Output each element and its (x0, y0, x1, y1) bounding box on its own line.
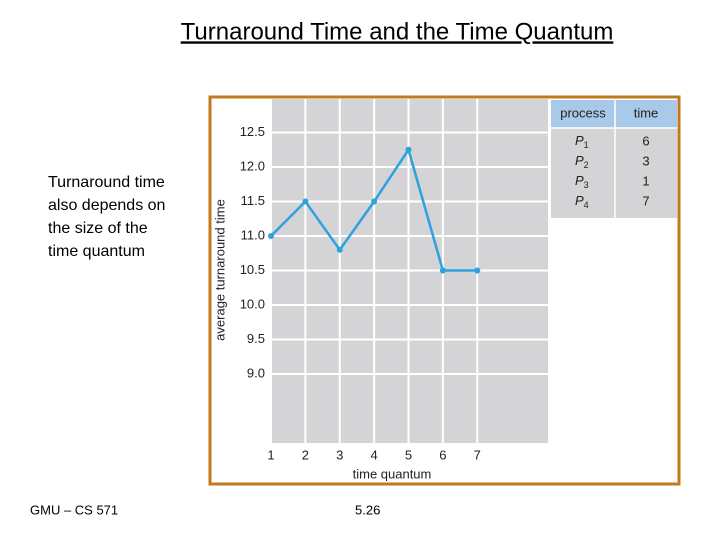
data-point (474, 267, 481, 274)
process-name: P1 (575, 133, 589, 150)
body-line: time quantum (48, 243, 145, 260)
process-time: 1 (642, 173, 649, 188)
body-line: the size of the (48, 220, 148, 237)
process-letter: P (575, 193, 584, 208)
x-tick-label: 7 (474, 447, 481, 462)
x-tick-label: 2 (302, 447, 309, 462)
x-tick-label: 3 (336, 447, 343, 462)
process-name: P4 (575, 193, 589, 210)
y-tick-label: 9.5 (247, 331, 265, 346)
body-line: also depends on (48, 197, 165, 214)
data-point (302, 198, 309, 205)
data-point (405, 146, 412, 153)
y-tick-label: 12.5 (240, 124, 265, 139)
y-tick-label: 10.5 (240, 262, 265, 277)
table-header: time (634, 105, 659, 120)
process-letter: P (575, 133, 584, 148)
y-axis-label: average turnaround time (212, 199, 227, 341)
body-text: Turnaround time also depends on the size o… (48, 174, 165, 260)
footer-right: 5.26 (355, 502, 380, 517)
footer-left: GMU – CS 571 (30, 502, 118, 517)
data-point (336, 246, 343, 253)
x-tick-label: 4 (371, 447, 378, 462)
process-index: 2 (584, 160, 589, 170)
x-tick-label: 5 (405, 447, 412, 462)
process-time: 6 (642, 133, 649, 148)
process-time: 3 (642, 153, 649, 168)
process-index: 3 (584, 180, 589, 190)
y-tick-label: 11.5 (241, 193, 265, 208)
y-tick-label: 9.0 (247, 365, 265, 380)
process-index: 4 (584, 200, 589, 210)
process-name: P2 (575, 153, 589, 170)
table-header: process (560, 105, 606, 120)
data-point (371, 198, 378, 205)
x-tick-label: 1 (267, 447, 274, 462)
process-index: 1 (584, 140, 589, 150)
data-point (268, 233, 274, 239)
table-header-bg (551, 100, 677, 128)
process-name: P3 (575, 173, 589, 190)
slide-title: Turnaround Time and the Time Quantum (181, 18, 614, 45)
process-letter: P (575, 173, 584, 188)
process-letter: P (575, 153, 584, 168)
y-tick-label: 12.0 (240, 158, 265, 173)
body-line: Turnaround time (48, 174, 165, 191)
data-point (439, 267, 446, 274)
x-tick-label: 6 (439, 447, 446, 462)
process-time: 7 (642, 193, 649, 208)
y-tick-label: 10.0 (240, 296, 265, 311)
y-tick-label: 11.0 (241, 227, 265, 242)
x-axis-label: time quantum (353, 466, 432, 481)
